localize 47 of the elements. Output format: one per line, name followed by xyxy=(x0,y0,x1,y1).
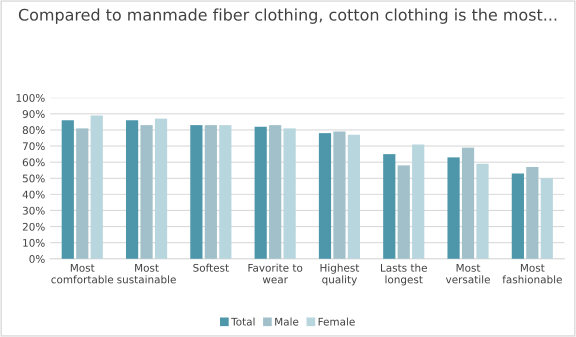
x-tick-label: Most fashionable xyxy=(502,264,562,284)
bar xyxy=(333,132,346,259)
bar xyxy=(62,120,74,259)
bar xyxy=(154,118,168,259)
bar xyxy=(269,125,282,259)
bar xyxy=(90,115,103,259)
y-tick-label: 20% xyxy=(22,222,45,231)
bar xyxy=(348,134,360,259)
y-tick-label: 10% xyxy=(23,238,45,247)
y-tick-label: 30% xyxy=(22,206,45,215)
bar xyxy=(190,125,202,259)
x-tick-label: Favorite to wear xyxy=(248,264,302,284)
bar xyxy=(254,126,267,259)
bar xyxy=(476,164,489,259)
x-tick-label: Lasts the longest xyxy=(380,264,427,286)
legend-label: Male xyxy=(275,318,298,326)
bar xyxy=(383,154,396,259)
y-tick-label: 50% xyxy=(22,174,45,182)
bar xyxy=(540,178,553,259)
y-tick-label: 90% xyxy=(22,110,45,118)
bar xyxy=(512,173,524,259)
y-tick-label: 40% xyxy=(22,190,45,198)
legend-label: Total xyxy=(231,318,254,326)
y-tick-label: 100% xyxy=(16,94,45,102)
bar xyxy=(204,125,217,259)
bar xyxy=(318,133,332,259)
bar xyxy=(219,125,232,259)
x-tick-label: Highest quality xyxy=(320,264,360,286)
y-tick-label: 60% xyxy=(22,158,45,166)
chart-title: Compared to manmade fiber clothing, cotton clothing is the most... xyxy=(18,8,556,24)
x-tick-label: Most versatile xyxy=(446,264,490,284)
x-tick-label: Most sustainable xyxy=(117,264,176,284)
x-tick-label: Most comfortable xyxy=(51,264,114,284)
y-tick-label: 70% xyxy=(22,142,45,150)
bar xyxy=(447,157,460,259)
bar xyxy=(462,148,474,259)
bar xyxy=(526,166,538,259)
bar xyxy=(398,165,410,259)
bar xyxy=(412,144,424,259)
legend-label: Female xyxy=(318,318,355,326)
bar xyxy=(126,120,138,259)
bar xyxy=(284,128,296,259)
bar xyxy=(140,125,153,259)
y-tick-label: 80% xyxy=(22,126,45,134)
x-tick-label: Softest xyxy=(193,264,229,272)
y-tick-label: 0% xyxy=(29,255,45,263)
bar xyxy=(76,128,88,259)
